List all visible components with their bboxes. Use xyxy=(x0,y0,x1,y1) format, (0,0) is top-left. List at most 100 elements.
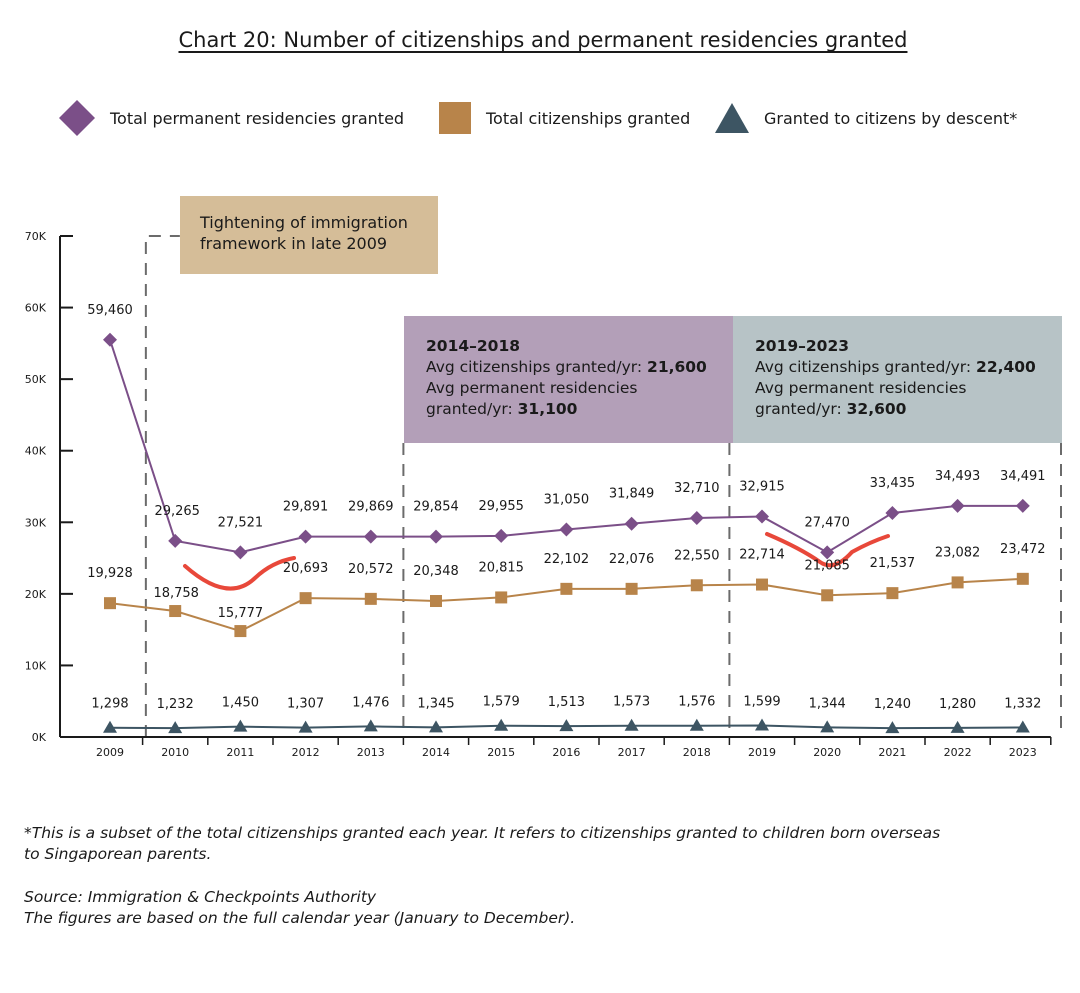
data-label: 18,758 xyxy=(153,586,199,601)
legend-label-citizenships: Total citizenships granted xyxy=(486,108,691,128)
data-point-diamond xyxy=(1015,498,1030,513)
data-label: 1,280 xyxy=(939,697,976,712)
data-point-triangle xyxy=(624,718,639,731)
period-dividers xyxy=(144,235,1062,737)
data-point-square xyxy=(560,582,573,595)
data-label: 1,240 xyxy=(874,697,911,712)
data-label: 20,572 xyxy=(348,562,394,577)
data-point-triangle xyxy=(103,720,117,733)
data-point-triangle xyxy=(363,719,378,732)
x-tick-label: 2016 xyxy=(552,746,580,759)
data-label: 20,815 xyxy=(478,560,524,575)
data-point-diamond xyxy=(950,498,965,513)
data-label: 1,576 xyxy=(678,695,715,710)
data-label: 15,777 xyxy=(218,606,264,621)
data-point-square xyxy=(756,578,768,591)
data-label: 20,348 xyxy=(413,564,459,579)
chart-axes: 0K 10K 20K 30K 40K 50K 60K 70K 2009 2010 2011 2012 2… xyxy=(25,230,1052,759)
data-label: 22,550 xyxy=(674,548,720,563)
data-point-square xyxy=(299,592,312,605)
square-icon xyxy=(439,102,471,134)
y-tick-label: 20K xyxy=(25,588,47,601)
period1-pr-value: 31,100 xyxy=(517,400,578,418)
legend-label-pr: Total permanent residencies granted xyxy=(110,108,405,128)
data-point-triangle xyxy=(233,719,248,732)
data-label: 23,082 xyxy=(935,545,981,560)
data-label: 29,869 xyxy=(348,500,394,515)
line-chart: 0K 10K 20K 30K 40K 50K 60K 70K 2009 2010 2011 2012 2… xyxy=(25,230,1062,759)
divider-2009 xyxy=(144,235,180,737)
data-point-square xyxy=(104,597,116,610)
data-label: 27,470 xyxy=(804,515,850,530)
data-point-diamond xyxy=(429,529,443,544)
dip-highlight-2011 xyxy=(183,556,296,591)
period1-heading: 2014–2018 xyxy=(426,337,521,355)
data-point-square xyxy=(234,625,247,638)
data-point-diamond xyxy=(298,529,313,544)
data-label: 32,710 xyxy=(674,481,720,496)
data-label: 22,714 xyxy=(739,548,785,563)
data-point-square xyxy=(690,579,703,592)
x-tick-label: 2014 xyxy=(422,746,450,759)
data-label: 29,955 xyxy=(478,499,524,514)
period1-cit-value: 21,600 xyxy=(647,358,707,376)
x-tick-label: 2015 xyxy=(487,746,515,759)
legend-label-descent: Granted to citizens by descent* xyxy=(764,108,1018,128)
basis-line: The figures are based on the full calend… xyxy=(24,909,576,927)
data-point-diamond xyxy=(494,528,509,543)
x-tick-label: 2009 xyxy=(96,746,124,759)
data-label: 34,493 xyxy=(935,469,981,484)
x-tick-label: 2023 xyxy=(1009,746,1037,759)
data-point-square xyxy=(951,576,964,589)
data-label: 1,573 xyxy=(613,695,650,710)
legend-item-descent: Granted to citizens by descent* xyxy=(714,100,1017,136)
data-label: 20,693 xyxy=(283,561,329,576)
data-label: 1,332 xyxy=(1004,696,1041,711)
data-label: 29,265 xyxy=(154,504,200,519)
data-point-triangle xyxy=(950,720,965,733)
x-tick-label: 2010 xyxy=(161,746,189,759)
data-label: 1,298 xyxy=(91,697,128,712)
data-point-triangle xyxy=(1015,720,1030,733)
y-tick-label: 30K xyxy=(25,516,47,529)
data-label: 1,450 xyxy=(222,696,259,711)
x-tick-label: 2013 xyxy=(357,746,385,759)
data-labels: 59,460 29,265 27,521 29,891 29,869 29,854 29,9… xyxy=(87,303,1045,712)
annotation-tightening: Tightening of immigration framework in l… xyxy=(180,196,438,274)
data-label: 1,579 xyxy=(483,695,520,710)
y-tick-label: 40K xyxy=(25,445,47,458)
data-point-diamond xyxy=(103,332,117,347)
data-point-diamond xyxy=(689,510,704,525)
footnote: *This is a subset of the total citizensh… xyxy=(24,823,1044,865)
data-point-diamond xyxy=(624,516,639,531)
y-tick-label: 0K xyxy=(32,731,47,744)
dip-highlights xyxy=(183,532,890,591)
data-label: 1,476 xyxy=(352,695,389,710)
y-tick-label: 70K xyxy=(25,230,47,243)
x-tick-label: 2022 xyxy=(944,746,972,759)
chart-series xyxy=(103,332,1030,734)
data-label: 32,915 xyxy=(739,480,785,495)
data-label: 1,232 xyxy=(157,697,194,712)
legend-item-pr: Total permanent residencies granted xyxy=(58,100,404,136)
data-label: 34,491 xyxy=(1000,469,1046,484)
footnote-line2: to Singaporean parents. xyxy=(24,845,212,863)
annotation-period-2014-2018: 2014–2018 Avg citizenships granted/yr: 2… xyxy=(404,316,733,443)
period2-pr-label2: granted/yr: xyxy=(755,400,847,418)
period2-cit-value: 22,400 xyxy=(976,358,1036,376)
x-tick-label: 2017 xyxy=(618,746,646,759)
data-point-triangle xyxy=(820,720,835,733)
data-point-triangle xyxy=(559,719,574,732)
x-tick-label: 2019 xyxy=(748,746,776,759)
data-label: 31,849 xyxy=(609,487,655,502)
period2-pr-value: 32,600 xyxy=(846,400,907,418)
data-label: 21,085 xyxy=(804,558,850,573)
data-label: 33,435 xyxy=(870,476,916,491)
chart-title: Chart 20: Number of citizenships and per… xyxy=(178,28,908,52)
data-label: 1,344 xyxy=(809,696,846,711)
period2-cit-label: Avg citizenships granted/yr: xyxy=(755,358,977,376)
annotation-period-2019-2023: 2019–2023 Avg citizenships granted/yr: 2… xyxy=(733,316,1062,443)
diamond-icon xyxy=(59,100,95,136)
y-tick-label: 60K xyxy=(25,302,47,315)
data-point-square xyxy=(430,595,442,608)
